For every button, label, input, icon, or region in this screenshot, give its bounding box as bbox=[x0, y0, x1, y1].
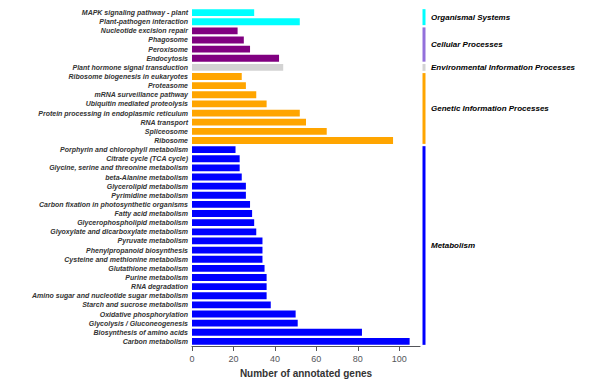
svg-text:40: 40 bbox=[270, 354, 280, 364]
svg-text:Pyruvate metabolism: Pyruvate metabolism bbox=[118, 237, 188, 245]
svg-text:Proteasome: Proteasome bbox=[148, 82, 188, 89]
svg-text:Starch and sucrose metabolism: Starch and sucrose metabolism bbox=[82, 301, 188, 308]
svg-text:Carbon fixation in photosynthe: Carbon fixation in photosynthetic organi… bbox=[39, 201, 188, 209]
svg-text:Environmental Information Proc: Environmental Information Processes bbox=[431, 63, 576, 72]
svg-text:Organismal Systems: Organismal Systems bbox=[431, 13, 511, 22]
svg-text:Glutathione metabolism: Glutathione metabolism bbox=[108, 265, 188, 272]
svg-text:Endocytosis: Endocytosis bbox=[146, 55, 188, 63]
svg-text:Citrate cycle (TCA cycle): Citrate cycle (TCA cycle) bbox=[106, 155, 188, 163]
svg-text:Glycerophospholipid metabolism: Glycerophospholipid metabolism bbox=[77, 219, 188, 227]
svg-text:Biosynthesis of amino acids: Biosynthesis of amino acids bbox=[93, 329, 188, 337]
svg-text:Purine metabolism: Purine metabolism bbox=[125, 274, 188, 281]
svg-text:Phenylpropanoid biosynthesis: Phenylpropanoid biosynthesis bbox=[86, 247, 188, 255]
svg-text:Spliceosome: Spliceosome bbox=[145, 128, 188, 136]
svg-text:MAPK signaling pathway - plant: MAPK signaling pathway - plant bbox=[82, 9, 189, 17]
svg-text:100: 100 bbox=[392, 354, 407, 364]
svg-text:60: 60 bbox=[311, 354, 321, 364]
svg-text:mRNA surveillance pathway: mRNA surveillance pathway bbox=[95, 91, 190, 99]
svg-text:Protein processing in endoplas: Protein processing in endoplasmic reticu… bbox=[38, 110, 188, 118]
svg-text:Nucleotide excision repair: Nucleotide excision repair bbox=[101, 27, 189, 35]
svg-text:Pyrimidine metabolism: Pyrimidine metabolism bbox=[111, 192, 188, 200]
svg-text:Ubiquitin mediated proteolysis: Ubiquitin mediated proteolysis bbox=[86, 100, 188, 108]
svg-text:Phagosome: Phagosome bbox=[148, 36, 188, 44]
svg-text:Metabolism: Metabolism bbox=[431, 241, 475, 250]
svg-text:Cellular Processes: Cellular Processes bbox=[431, 40, 503, 49]
svg-text:Glycine, serine and threonine: Glycine, serine and threonine metabolism bbox=[49, 164, 188, 172]
svg-text:Genetic Information Processes: Genetic Information Processes bbox=[431, 104, 549, 113]
svg-text:Amino sugar and nucleotide sug: Amino sugar and nucleotide sugar metabol… bbox=[31, 292, 188, 300]
svg-text:Oxidative phosphorylation: Oxidative phosphorylation bbox=[100, 311, 188, 319]
svg-text:Cysteine and methionine metabo: Cysteine and methionine metabolism bbox=[64, 256, 188, 264]
svg-text:Glyoxylate and dicarboxylate m: Glyoxylate and dicarboxylate metabolism bbox=[50, 228, 188, 236]
svg-text:RNA transport: RNA transport bbox=[140, 119, 188, 127]
svg-text:RNA degradation: RNA degradation bbox=[131, 283, 188, 291]
svg-text:Peroxisome: Peroxisome bbox=[148, 46, 188, 53]
svg-text:Glycolysis / Gluconeogenesis: Glycolysis / Gluconeogenesis bbox=[89, 320, 188, 328]
svg-text:80: 80 bbox=[353, 354, 363, 364]
svg-text:Number of annotated genes: Number of annotated genes bbox=[240, 368, 373, 379]
svg-text:beta-Alanine metabolism: beta-Alanine metabolism bbox=[105, 174, 188, 181]
svg-text:Plant-pathogen interaction: Plant-pathogen interaction bbox=[99, 18, 188, 26]
svg-text:20: 20 bbox=[228, 354, 238, 364]
svg-text:Carbon metabolism: Carbon metabolism bbox=[123, 338, 188, 345]
svg-text:Glycerolipid metabolism: Glycerolipid metabolism bbox=[107, 183, 188, 191]
svg-text:0: 0 bbox=[189, 354, 194, 364]
svg-text:Ribosome biogenesis in eukaryo: Ribosome biogenesis in eukaryotes bbox=[69, 73, 189, 81]
svg-text:Plant hormone signal transduct: Plant hormone signal transduction bbox=[72, 64, 188, 72]
svg-text:Fatty acid metabolism: Fatty acid metabolism bbox=[114, 210, 188, 218]
svg-text:Ribosome: Ribosome bbox=[154, 137, 188, 144]
svg-text:Porphyrin and chlorophyll meta: Porphyrin and chlorophyll metabolism bbox=[60, 146, 188, 154]
